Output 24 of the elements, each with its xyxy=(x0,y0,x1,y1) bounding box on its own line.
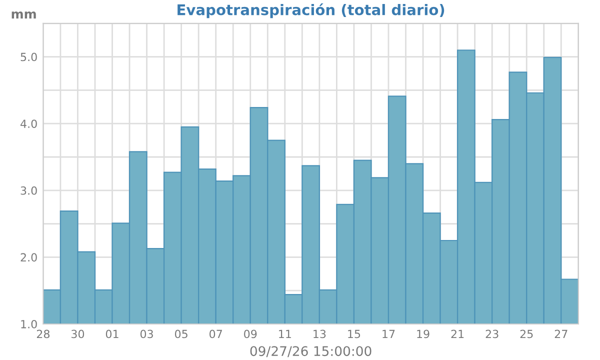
y-axis-title: mm xyxy=(12,12,36,18)
chart-title: Evapotranspiración (total diario) xyxy=(178,3,444,18)
y-tick-label: 2.0 xyxy=(20,253,37,262)
x-tick-label: 13 xyxy=(314,330,326,338)
x-tick-label: 23 xyxy=(486,330,498,338)
x-tick-label: 27 xyxy=(554,330,568,338)
x-tick-label: 09 xyxy=(244,330,257,338)
x-tick-label: 25 xyxy=(520,330,533,338)
x-tick-label: 17 xyxy=(382,330,395,338)
x-tick-label: 19 xyxy=(417,330,430,338)
x-tick-label: 28 xyxy=(36,330,50,338)
x-axis-title: 09/27/26 15:00:00 xyxy=(250,346,372,358)
x-tick-label: 15 xyxy=(348,330,360,338)
x-tick-label: 11 xyxy=(279,330,291,338)
y-tick-label: 5.0 xyxy=(20,52,37,62)
x-tick-label: 30 xyxy=(72,330,84,338)
x-tick-label: 21 xyxy=(451,330,464,338)
x-tick-label: 07 xyxy=(210,330,222,338)
x-tick-label: 05 xyxy=(174,330,188,338)
y-tick-label: 3.0 xyxy=(20,186,37,195)
x-tick-label: 01 xyxy=(106,330,118,338)
y-tick-label: 1.0 xyxy=(21,320,37,328)
y-tick-label: 4.0 xyxy=(20,120,37,128)
x-tick-label: 03 xyxy=(140,330,153,338)
